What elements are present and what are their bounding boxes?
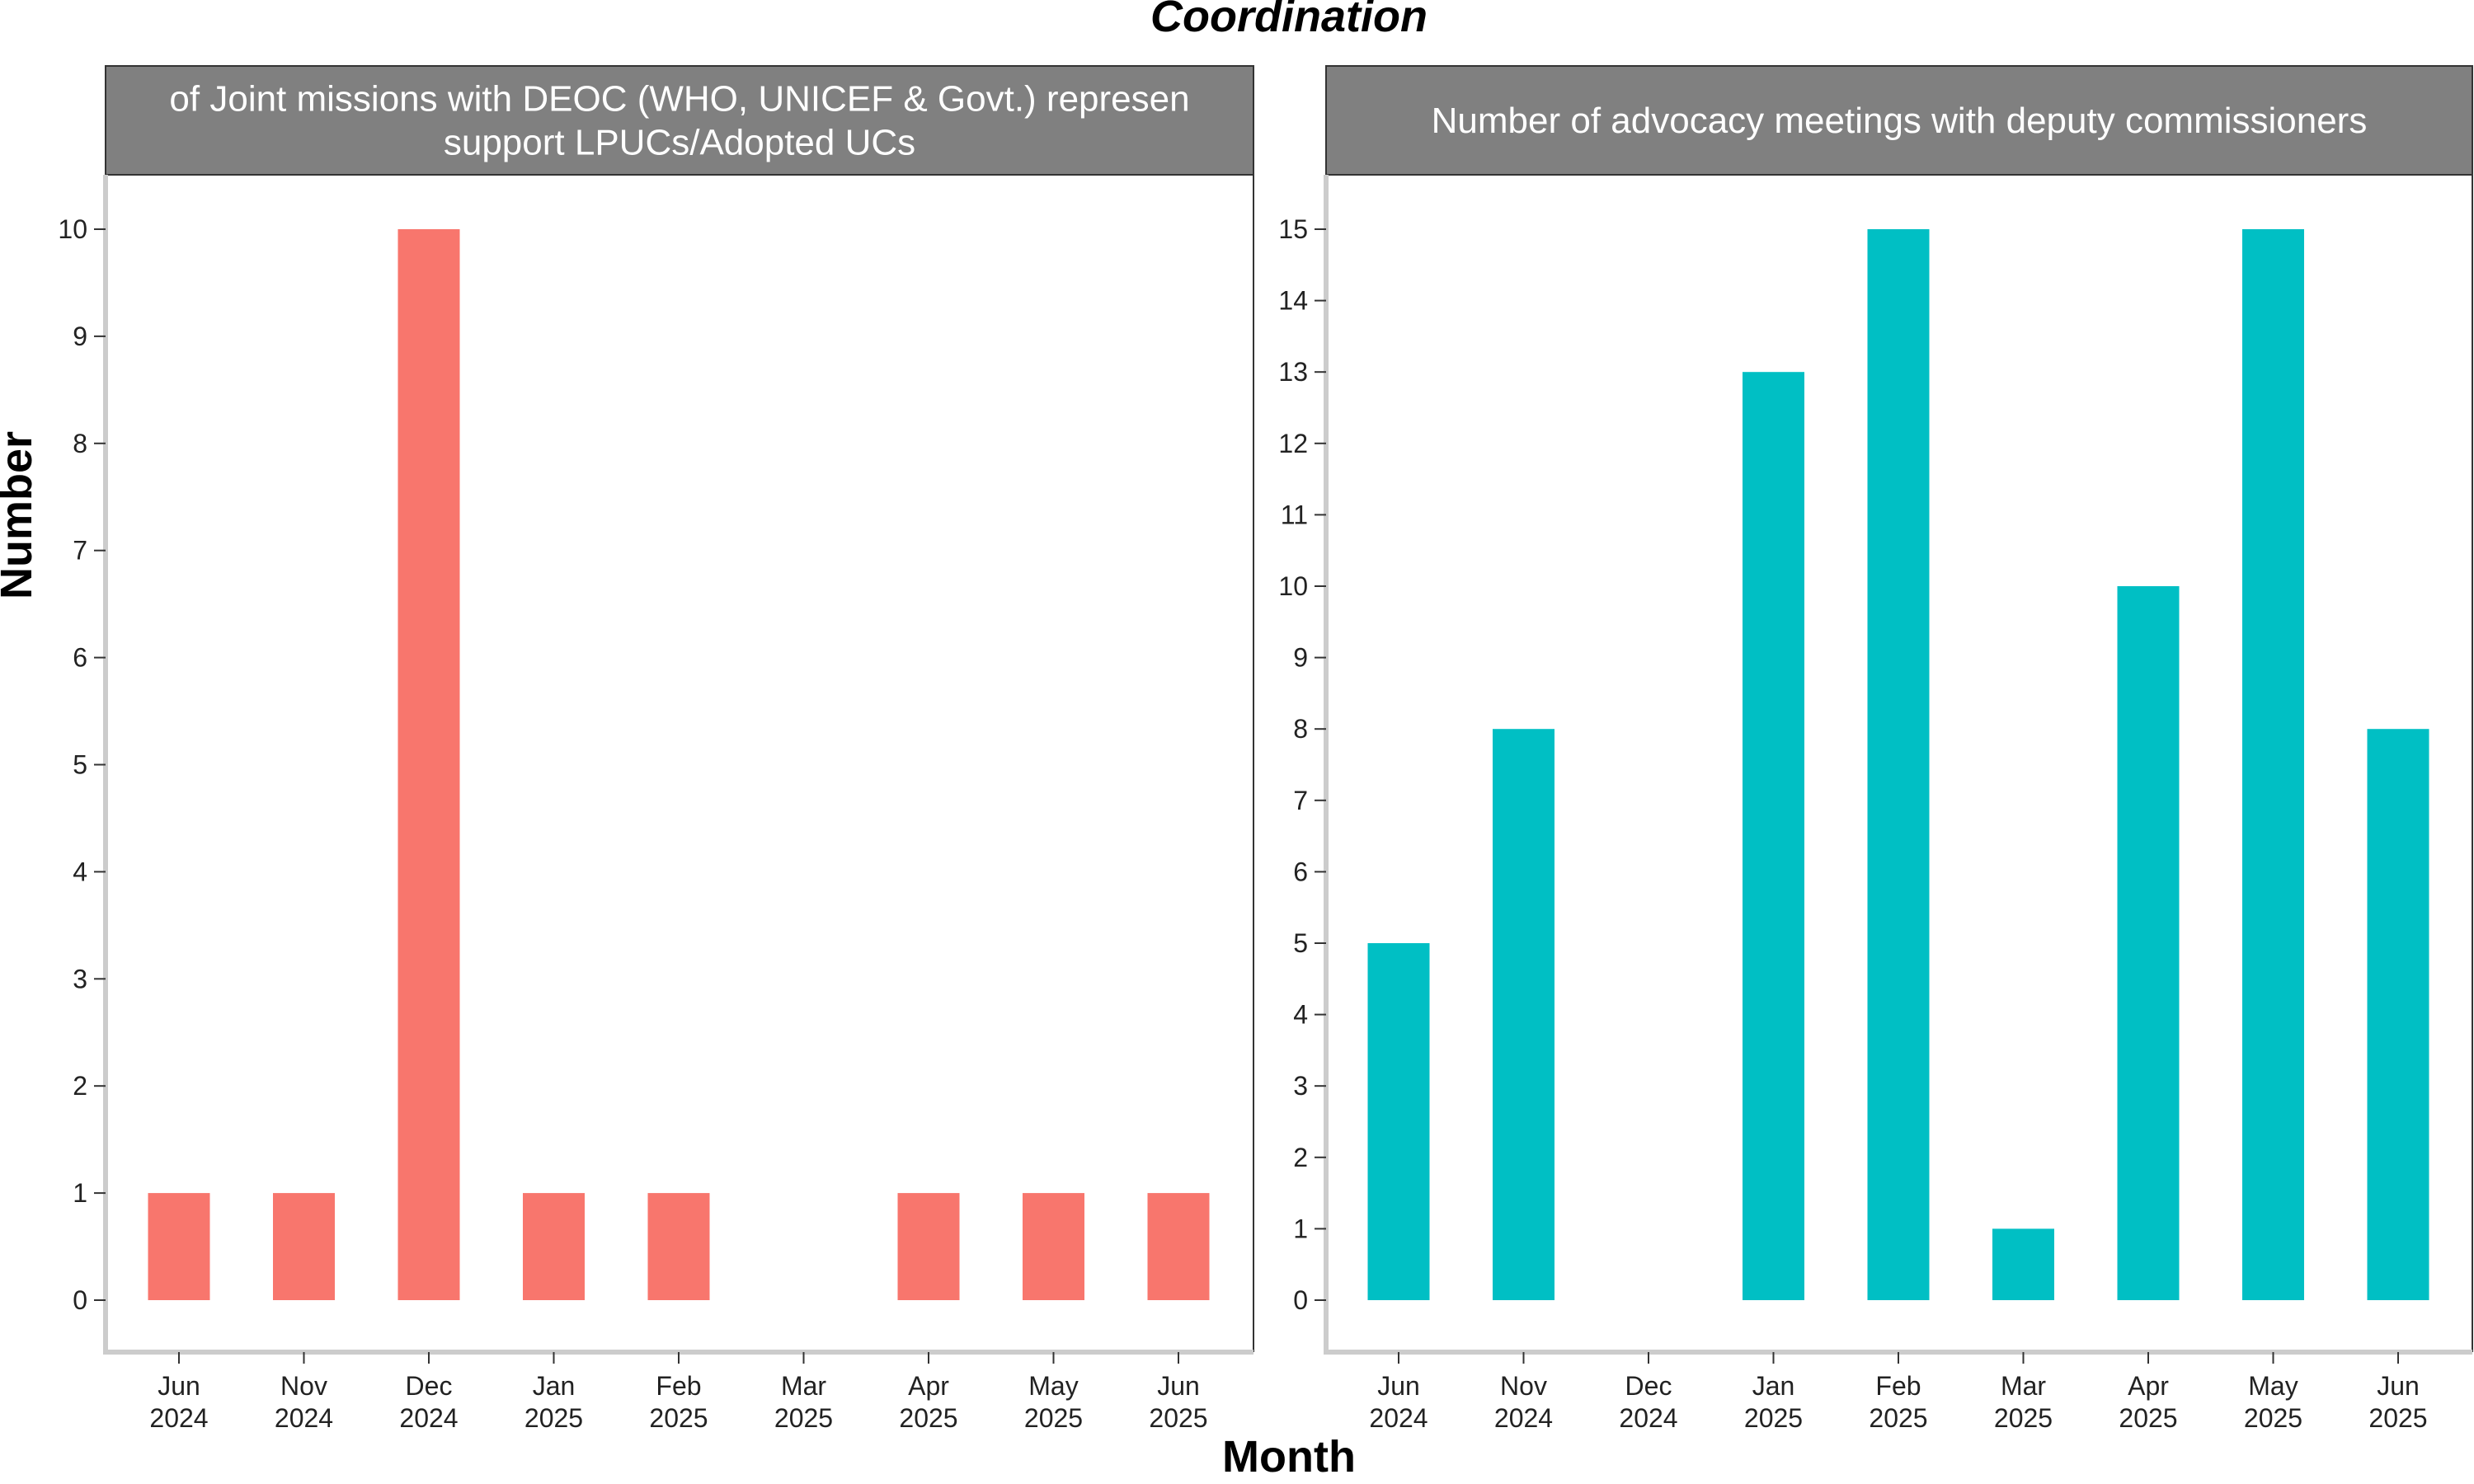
y-tick-label: 13: [1278, 357, 1308, 387]
y-tick-label: 6: [1293, 857, 1308, 886]
y-tick-label: 15: [1278, 214, 1308, 244]
y-tick-label: 9: [1293, 643, 1308, 673]
x-tick-label: Jun 2024: [1369, 1371, 1427, 1433]
x-tick-label: Apr 2025: [2119, 1371, 2177, 1433]
panel-title: Number of advocacy meetings with deputy …: [1432, 101, 2368, 141]
y-tick-label: 12: [1278, 429, 1308, 458]
y-tick-label: 5: [1293, 928, 1308, 958]
x-tick-label: Feb 2025: [649, 1371, 708, 1433]
y-tick-label: 5: [73, 750, 87, 780]
bar: [273, 1193, 335, 1300]
y-tick-label: 11: [1281, 500, 1308, 529]
y-tick-label: 3: [1293, 1071, 1308, 1101]
y-tick-label: 1: [73, 1178, 87, 1208]
x-tick-label: Jun 2025: [1149, 1371, 1207, 1433]
x-axis-title: Month: [1222, 1432, 1356, 1482]
bar: [1367, 943, 1430, 1300]
y-tick-label: 0: [73, 1285, 87, 1315]
bar: [1493, 729, 1554, 1300]
y-tick-label: 7: [73, 536, 87, 566]
bar: [1992, 1228, 2054, 1300]
panel-title: of Joint missions with DEOC (WHO, UNICEF…: [169, 79, 1189, 163]
bar: [523, 1193, 585, 1300]
x-tick-label: Nov 2024: [1494, 1371, 1553, 1433]
y-tick-label: 8: [73, 429, 87, 458]
y-tick-label: 9: [73, 322, 87, 351]
x-tick-label: Jun 2025: [2368, 1371, 2427, 1433]
y-axis-title: Number: [0, 431, 41, 599]
x-tick-label: Jan 2025: [1744, 1371, 1803, 1433]
panel-1: of Joint missions with DEOC (WHO, UNICEF…: [58, 65, 1254, 1433]
panel-strip: [105, 65, 1254, 176]
y-tick-label: 10: [1278, 571, 1308, 601]
panel-strip: [1325, 65, 2473, 176]
x-tick-label: Mar 2025: [774, 1371, 833, 1433]
y-tick-label: 4: [73, 857, 87, 886]
panel-2: Number of advocacy meetings with deputy …: [1278, 65, 2473, 1433]
y-tick-label: 4: [1293, 1000, 1308, 1030]
y-tick-label: 2: [1293, 1143, 1308, 1172]
y-tick-label: 1: [1293, 1214, 1308, 1243]
chart-title: Coordination: [1150, 0, 1427, 41]
y-tick-label: 0: [1293, 1285, 1308, 1315]
bar: [647, 1193, 710, 1300]
bar: [2367, 729, 2429, 1300]
x-tick-label: Mar 2025: [1994, 1371, 2053, 1433]
y-tick-label: 3: [73, 964, 87, 993]
y-tick-label: 14: [1278, 286, 1308, 316]
bar: [2117, 586, 2180, 1300]
x-tick-label: Apr 2025: [899, 1371, 957, 1433]
bar: [1023, 1193, 1084, 1300]
bar: [1147, 1193, 1210, 1300]
y-tick-label: 6: [73, 643, 87, 673]
y-tick-label: 8: [1293, 714, 1308, 744]
bar: [1867, 229, 1930, 1300]
bar: [1743, 372, 1804, 1301]
x-tick-label: Dec 2024: [399, 1371, 458, 1433]
bar: [397, 229, 460, 1300]
x-tick-label: Feb 2025: [1869, 1371, 1927, 1433]
x-tick-label: May 2025: [1024, 1371, 1083, 1433]
x-tick-label: Dec 2024: [1619, 1371, 1677, 1433]
y-tick-label: 10: [58, 214, 87, 244]
bar: [148, 1193, 210, 1300]
x-tick-label: Jan 2025: [524, 1371, 583, 1433]
bar: [897, 1193, 960, 1300]
x-tick-label: Nov 2024: [275, 1371, 333, 1433]
y-tick-label: 7: [1293, 786, 1308, 815]
y-tick-label: 2: [73, 1071, 87, 1101]
x-tick-label: Jun 2024: [149, 1371, 208, 1433]
x-tick-label: May 2025: [2244, 1371, 2302, 1433]
bar: [2242, 229, 2304, 1300]
